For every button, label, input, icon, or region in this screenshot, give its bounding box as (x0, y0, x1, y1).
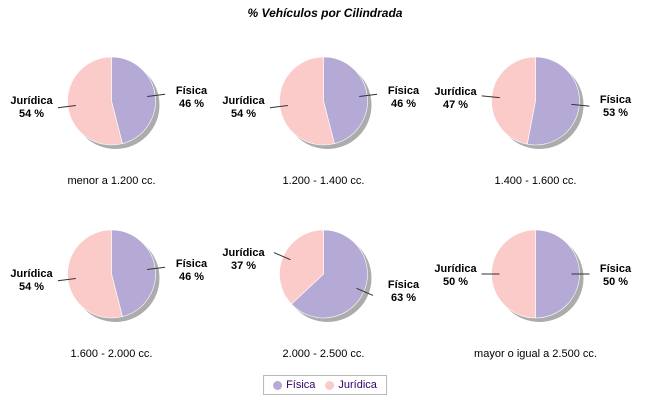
fisica-slice-name: Física (176, 85, 208, 97)
juridica-slice-name: Jurídica (10, 268, 53, 280)
juridica-slice-name: Jurídica (222, 247, 265, 259)
fisica-callout-line (356, 287, 374, 296)
juridica-callout-line (57, 105, 76, 109)
pie-cell-6: Física 50 % Jurídica 50 % mayor o igual a 2… (430, 214, 641, 374)
juridica-slice-name: Jurídica (434, 263, 477, 275)
fisica-callout-line (359, 93, 378, 97)
chart-title: % Vehículos por Cilindrada (247, 6, 403, 20)
fisica-slice-name: Física (600, 94, 632, 106)
fisica-slice-name: Física (388, 279, 420, 291)
legend-swatch-fisica-icon (273, 380, 283, 390)
category-label-5: 2.000 - 2.500 cc. (282, 348, 365, 360)
juridica-slice-name: Jurídica (222, 95, 265, 107)
pie-cell-3: Física 53 % Jurídica 47 % 1.400 - 1.600 cc. (430, 41, 641, 201)
juridica-slice-pct: 54 % (19, 108, 44, 120)
legend: Física Jurídica (263, 375, 387, 395)
fisica-slice-name: Física (176, 258, 208, 270)
juridica-slice-name: Jurídica (10, 95, 53, 107)
juridica-callout-line (269, 105, 288, 109)
legend-label-juridica: Jurídica (338, 379, 377, 391)
fisica-callout-line (147, 266, 166, 270)
legend-item-fisica: Física (273, 379, 315, 391)
fisica-slice-pct: 46 % (179, 271, 204, 283)
fisica-slice-pct: 53 % (603, 107, 628, 119)
legend-swatch-juridica-icon (325, 380, 335, 390)
juridica-slice-pct: 47 % (443, 99, 468, 111)
fisica-slice-name: Física (600, 263, 632, 275)
pie-cell-5: Física 63 % Jurídica 37 % 2.000 - 2.500 cc. (218, 214, 429, 374)
juridica-slice-pct: 50 % (443, 276, 468, 288)
category-label-1: menor a 1.200 cc. (67, 175, 156, 187)
legend-item-juridica: Jurídica (325, 379, 377, 391)
juridica-callout-line (481, 95, 500, 99)
pie-cell-1: Física 46 % Jurídica 54 % menor a 1.200 cc. (6, 41, 217, 201)
category-label-3: 1.400 - 1.600 cc. (494, 175, 577, 187)
juridica-slice-pct: 54 % (231, 108, 256, 120)
pie-cell-4: Física 46 % Jurídica 54 % 1.600 - 2.000 cc. (6, 214, 217, 374)
juridica-slice-pct: 54 % (19, 281, 44, 293)
fisica-slice-pct: 46 % (391, 98, 416, 110)
fisica-slice-pct: 46 % (179, 98, 204, 110)
category-label-2: 1.200 - 1.400 cc. (282, 175, 365, 187)
fisica-slice-pct: 50 % (603, 276, 628, 288)
juridica-slice-name: Jurídica (434, 86, 477, 98)
fisica-callout-line (147, 93, 166, 97)
category-label-4: 1.600 - 2.000 cc. (70, 348, 153, 360)
fisica-slice-pct: 63 % (391, 292, 416, 304)
juridica-slice-pct: 37 % (231, 260, 256, 272)
pie-cell-2: Física 46 % Jurídica 54 % 1.200 - 1.400 cc. (218, 41, 429, 201)
slice-juridica (491, 56, 536, 145)
legend-label-fisica: Física (286, 379, 316, 391)
fisica-callout-line (571, 103, 590, 107)
juridica-callout-line (57, 278, 76, 282)
fisica-slice-name: Física (388, 85, 420, 97)
category-label-6: mayor o igual a 2.500 cc. (474, 348, 597, 360)
juridica-callout-line (273, 252, 291, 261)
